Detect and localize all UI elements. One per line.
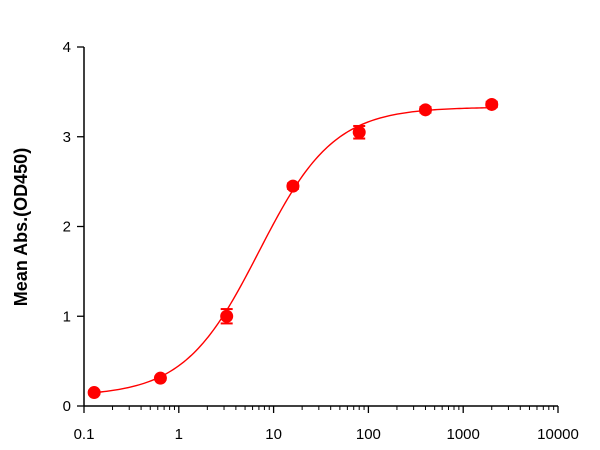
data-point-group bbox=[153, 371, 167, 385]
y-tick-label: 2 bbox=[63, 219, 71, 236]
data-point-group bbox=[87, 386, 101, 400]
x-tick-label: 10000 bbox=[537, 426, 579, 443]
x-tick-label: 1 bbox=[175, 426, 183, 443]
fit-curve bbox=[94, 107, 492, 394]
data-point-group bbox=[352, 124, 366, 140]
y-tick-label: 3 bbox=[63, 129, 71, 146]
data-point-group bbox=[485, 97, 499, 111]
data-point-group bbox=[286, 179, 300, 193]
x-tick-label: 10 bbox=[265, 426, 282, 443]
data-point-group bbox=[418, 103, 432, 117]
fit-curve-layer bbox=[94, 107, 492, 394]
data-point bbox=[485, 97, 499, 111]
y-axis-title: Mean Abs.(OD450) bbox=[11, 148, 31, 306]
data-point bbox=[220, 309, 234, 323]
y-tick-label: 1 bbox=[63, 308, 71, 325]
data-point bbox=[87, 386, 101, 400]
y-tick-label: 0 bbox=[63, 398, 71, 415]
data-points-layer bbox=[87, 97, 499, 400]
data-point-group bbox=[220, 308, 234, 325]
data-point bbox=[286, 179, 300, 193]
axes: 0 1 2 3 4 0.1 1 10 100 1000 10000 bbox=[63, 39, 579, 443]
data-point bbox=[418, 103, 432, 117]
x-tick-label: 0.1 bbox=[74, 426, 95, 443]
x-tick-label: 1000 bbox=[447, 426, 480, 443]
data-point bbox=[352, 125, 366, 139]
y-tick-label: 4 bbox=[63, 39, 71, 56]
data-point bbox=[153, 371, 167, 385]
x-tick-label: 100 bbox=[356, 426, 381, 443]
